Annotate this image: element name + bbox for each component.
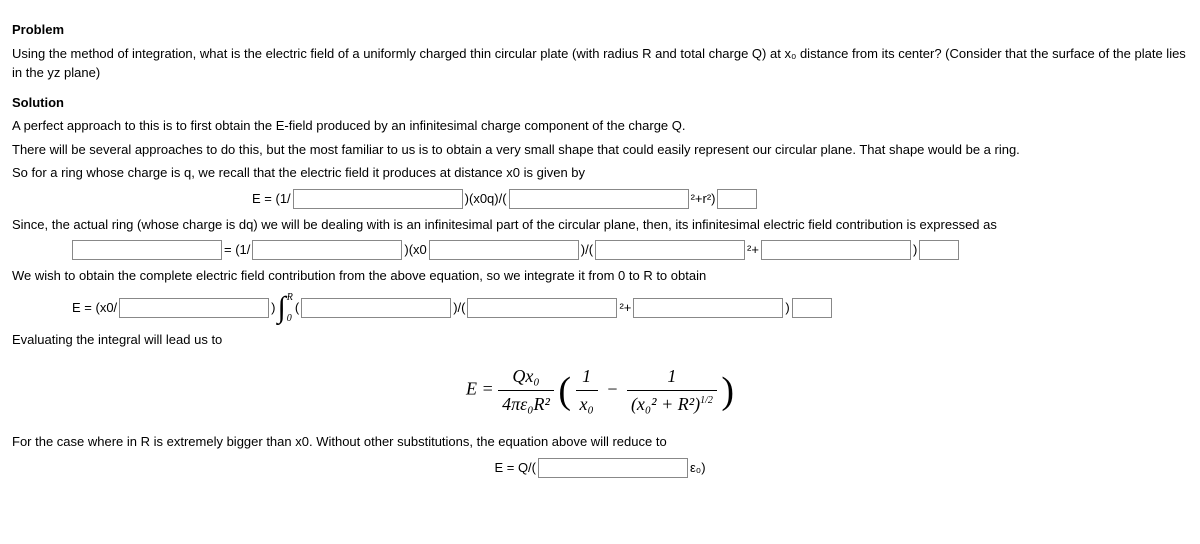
solution-heading: Solution bbox=[12, 93, 1188, 113]
eq2-input-1[interactable] bbox=[252, 240, 402, 260]
eq3-t3: )/( bbox=[453, 298, 465, 318]
equation-3: E = (x0/ ) ∫ R 0 ( )/( ²+ ) bbox=[72, 292, 1188, 324]
eq2-t3: )/( bbox=[581, 240, 593, 260]
problem-heading: Problem bbox=[12, 20, 1188, 40]
eq3-prefix: E = (x0/ bbox=[72, 298, 117, 318]
eq3-input-1[interactable] bbox=[119, 298, 269, 318]
eq4-suffix: ε₀) bbox=[690, 458, 706, 478]
equation-2: = (1/ )(x0 )/( ²+ ) bbox=[72, 240, 1188, 260]
eq3-input-5[interactable] bbox=[792, 298, 832, 318]
solution-p1: A perfect approach to this is to first o… bbox=[12, 116, 1188, 136]
formula-minus: − bbox=[606, 379, 618, 399]
line4: Evaluating the integral will lead us to bbox=[12, 330, 1188, 350]
solution-p2: There will be several approaches to do t… bbox=[12, 140, 1188, 160]
problem-text: Using the method of integration, what is… bbox=[12, 44, 1188, 83]
int-upper: R bbox=[287, 292, 293, 303]
formula-den3: (x₀² + R²)1/2 bbox=[627, 391, 717, 418]
eq2-t1: = (1/ bbox=[224, 240, 250, 260]
integral-icon: ∫ R 0 bbox=[278, 292, 293, 324]
eq1-mid1: )(x0q)/( bbox=[465, 189, 507, 209]
eq3-input-2[interactable] bbox=[301, 298, 451, 318]
eq1-input-2[interactable] bbox=[509, 189, 689, 209]
formula-den1: 4πε₀R² bbox=[498, 391, 554, 418]
line2: Since, the actual ring (whose charge is … bbox=[12, 215, 1188, 235]
eq1-input-1[interactable] bbox=[293, 189, 463, 209]
eq2-input-0[interactable] bbox=[72, 240, 222, 260]
formula-den2: x₀ bbox=[576, 391, 598, 418]
formula-num3: 1 bbox=[627, 363, 717, 391]
eq3-input-3[interactable] bbox=[467, 298, 617, 318]
equation-4: E = Q/( ε₀) bbox=[12, 458, 1188, 478]
formula-lhs: E = bbox=[466, 379, 494, 399]
eq3-input-4[interactable] bbox=[633, 298, 783, 318]
eq3-t1: ) bbox=[271, 298, 275, 318]
eq1-prefix: E = (1/ bbox=[252, 189, 291, 209]
eq4-input-1[interactable] bbox=[538, 458, 688, 478]
eq1-input-3[interactable] bbox=[717, 189, 757, 209]
evaluated-formula: E = Qx₀ 4πε₀R² ( 1 x₀ − 1 (x₀² + R²)1/2 … bbox=[12, 363, 1188, 418]
eq3-t5: ) bbox=[785, 298, 789, 318]
eq2-input-2[interactable] bbox=[429, 240, 579, 260]
formula-num1: Qx₀ bbox=[498, 363, 554, 391]
formula-num2: 1 bbox=[576, 363, 598, 391]
eq2-input-5[interactable] bbox=[919, 240, 959, 260]
eq1-mid2: ²+r²) bbox=[691, 189, 716, 209]
eq3-t4: ²+ bbox=[619, 298, 631, 318]
eq2-t2: )(x0 bbox=[404, 240, 426, 260]
int-lower: 0 bbox=[287, 313, 293, 324]
solution-p3: So for a ring whose charge is q, we reca… bbox=[12, 163, 1188, 183]
eq2-t5: ) bbox=[913, 240, 917, 260]
eq4-prefix: E = Q/( bbox=[494, 458, 536, 478]
eq2-t4: ²+ bbox=[747, 240, 759, 260]
line5: For the case where in R is extremely big… bbox=[12, 432, 1188, 452]
line3: We wish to obtain the complete electric … bbox=[12, 266, 1188, 286]
equation-1: E = (1/ )(x0q)/( ²+r²) bbox=[252, 189, 1188, 209]
eq2-input-3[interactable] bbox=[595, 240, 745, 260]
eq2-input-4[interactable] bbox=[761, 240, 911, 260]
eq3-t2: ( bbox=[295, 298, 299, 318]
